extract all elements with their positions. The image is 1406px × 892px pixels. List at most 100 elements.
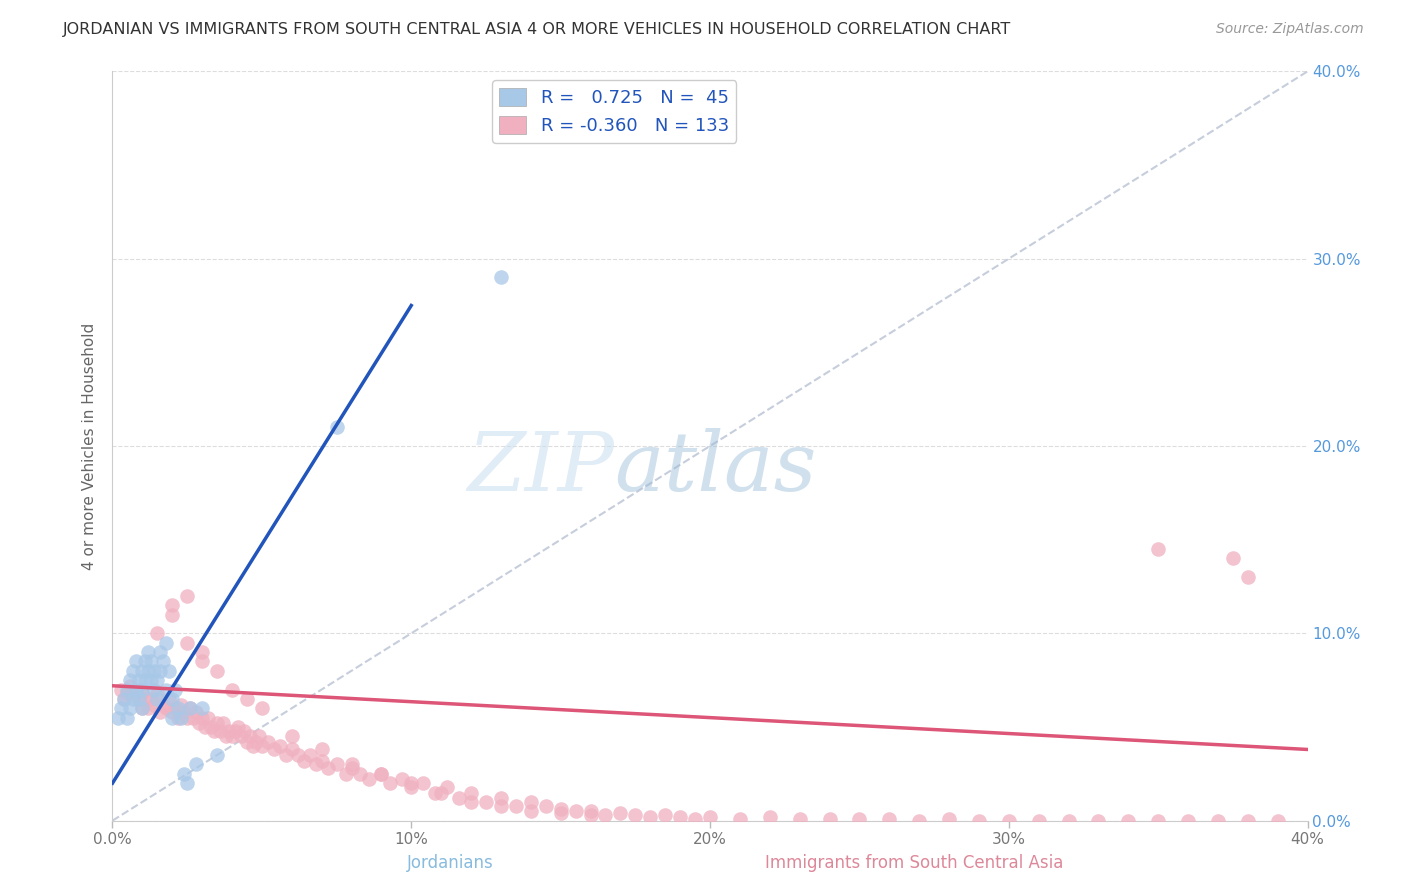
- Point: [349, 767, 371, 781]
- Point: [138, 664, 160, 678]
- Point: [370, 767, 392, 781]
- Point: [131, 664, 153, 678]
- Point: [1087, 814, 1109, 828]
- Point: [1177, 814, 1199, 828]
- Point: [269, 739, 291, 753]
- Point: [281, 730, 304, 744]
- Point: [1147, 814, 1170, 828]
- Point: [117, 710, 139, 724]
- Point: [460, 786, 482, 800]
- Point: [401, 780, 423, 794]
- Point: [143, 698, 166, 712]
- Point: [194, 720, 217, 734]
- Point: [176, 589, 198, 603]
- Point: [152, 698, 174, 712]
- Point: [489, 798, 512, 813]
- Point: [1237, 570, 1260, 584]
- Point: [1057, 814, 1080, 828]
- Point: [167, 701, 190, 715]
- Point: [340, 761, 363, 775]
- Point: [122, 664, 145, 678]
- Point: [908, 814, 931, 828]
- Point: [176, 776, 198, 790]
- Point: [242, 739, 264, 753]
- Point: [191, 701, 214, 715]
- Point: [128, 673, 150, 688]
- Point: [221, 682, 243, 697]
- Point: [143, 682, 166, 697]
- Text: ZIP: ZIP: [468, 428, 614, 508]
- Point: [131, 686, 153, 700]
- Point: [550, 802, 572, 816]
- Point: [173, 767, 195, 781]
- Point: [117, 686, 139, 700]
- Point: [728, 812, 751, 826]
- Point: [640, 810, 662, 824]
- Point: [250, 701, 273, 715]
- Point: [125, 682, 148, 697]
- Legend: R =   0.725   N =  45, R = -0.360   N = 133: R = 0.725 N = 45, R = -0.360 N = 133: [492, 80, 737, 143]
- Point: [176, 710, 198, 724]
- Point: [236, 735, 259, 749]
- Point: [110, 682, 132, 697]
- Point: [325, 420, 347, 434]
- Point: [1206, 814, 1229, 828]
- Point: [683, 812, 706, 826]
- Point: [520, 795, 543, 809]
- Point: [209, 723, 232, 738]
- Point: [157, 664, 180, 678]
- Point: [167, 710, 190, 724]
- Point: [247, 730, 270, 744]
- Point: [191, 710, 214, 724]
- Point: [489, 791, 512, 805]
- Point: [110, 701, 132, 715]
- Point: [257, 735, 280, 749]
- Point: [162, 599, 183, 613]
- Point: [818, 812, 841, 826]
- Point: [191, 645, 214, 659]
- Point: [579, 805, 602, 819]
- Point: [281, 742, 304, 756]
- Point: [170, 710, 193, 724]
- Point: [107, 710, 129, 724]
- Point: [233, 723, 256, 738]
- Point: [1222, 551, 1244, 566]
- Point: [114, 692, 135, 706]
- Point: [460, 795, 482, 809]
- Point: [325, 757, 347, 772]
- Point: [224, 723, 246, 738]
- Point: [287, 747, 309, 762]
- Point: [162, 692, 183, 706]
- Point: [221, 730, 243, 744]
- Y-axis label: 4 or more Vehicles in Household: 4 or more Vehicles in Household: [82, 322, 97, 570]
- Point: [165, 682, 187, 697]
- Point: [181, 710, 204, 724]
- Point: [370, 767, 392, 781]
- Point: [212, 716, 235, 731]
- Point: [1028, 814, 1050, 828]
- Point: [122, 686, 145, 700]
- Point: [143, 664, 166, 678]
- Point: [155, 635, 177, 649]
- Point: [263, 742, 285, 756]
- Point: [401, 776, 423, 790]
- Point: [425, 786, 447, 800]
- Point: [170, 698, 193, 712]
- Point: [759, 810, 782, 824]
- Point: [274, 747, 297, 762]
- Point: [162, 710, 183, 724]
- Point: [202, 723, 225, 738]
- Point: [1147, 542, 1170, 557]
- Point: [186, 705, 208, 719]
- Point: [654, 808, 676, 822]
- Point: [669, 810, 692, 824]
- Point: [938, 812, 960, 826]
- Point: [162, 607, 183, 622]
- Point: [128, 692, 150, 706]
- Point: [534, 798, 557, 813]
- Point: [250, 739, 273, 753]
- Point: [226, 720, 249, 734]
- Point: [335, 767, 357, 781]
- Point: [205, 664, 228, 678]
- Point: [186, 757, 208, 772]
